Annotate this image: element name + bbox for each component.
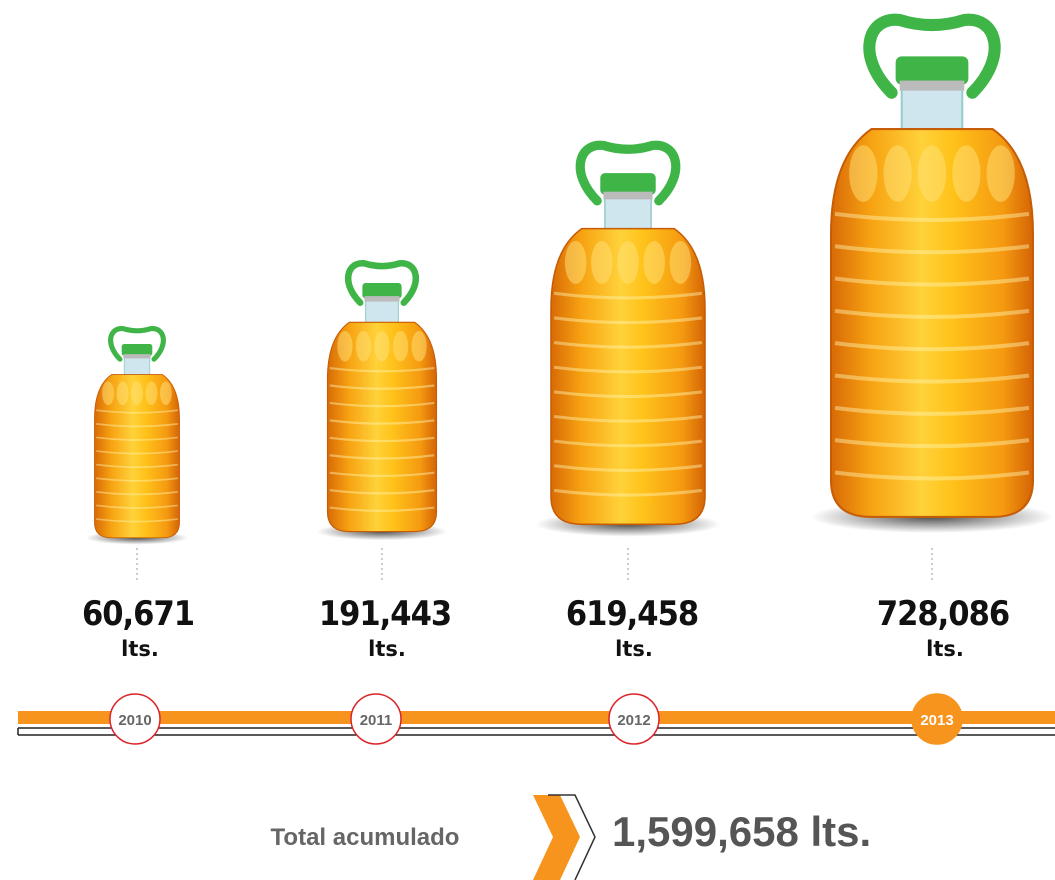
year: 2013	[920, 712, 953, 729]
bottle-lobe	[918, 145, 946, 202]
amount: 619,458	[566, 594, 698, 634]
bottle-lobe	[617, 241, 639, 284]
bottle-lobe	[160, 381, 172, 405]
timeline-band	[18, 711, 1055, 724]
bottle-lobe	[374, 331, 389, 362]
bottle-cap	[362, 283, 401, 298]
bottle-lobe	[102, 381, 114, 405]
unit: lts.	[926, 637, 964, 661]
bottle-lobe	[987, 145, 1015, 202]
bottle-cap	[122, 344, 153, 356]
bottle-ring	[603, 192, 652, 200]
bottle-ring	[123, 354, 150, 358]
bottle-lobe	[643, 241, 665, 284]
bottle-lobe	[411, 331, 426, 362]
unit: lts.	[368, 637, 406, 661]
bottle-cap	[896, 56, 969, 84]
bottle-cap	[600, 173, 655, 195]
year: 2010	[118, 712, 151, 729]
bottle	[811, 20, 1053, 533]
amount: 60,671	[82, 594, 194, 634]
bottle-ring	[900, 81, 965, 91]
bottle-lobe	[337, 331, 352, 362]
bottle-lobe	[393, 331, 408, 362]
bottle-lobe	[849, 145, 877, 202]
bottle-ring	[365, 296, 400, 301]
timeline	[18, 711, 1055, 735]
amount: 191,443	[319, 594, 451, 634]
bottle-lobe	[146, 381, 158, 405]
total-label: Total acumulado	[271, 824, 460, 851]
bottles	[86, 20, 1053, 545]
bottle-lobe	[670, 241, 692, 284]
bottle-lobe	[952, 145, 980, 202]
chevron	[533, 795, 580, 880]
bottle	[86, 329, 188, 545]
total-amount: 1,599,658 lts.	[612, 808, 871, 855]
bottle-lobe	[884, 145, 912, 202]
unit: lts.	[121, 637, 159, 661]
infographic: 60,671 lts. 2010 191,443 lts. 2011 619,458 lts.…	[0, 0, 1055, 880]
bottle-lobe	[131, 381, 143, 405]
unit: lts.	[615, 637, 653, 661]
bottle-lobe	[356, 331, 371, 362]
bottle	[317, 263, 448, 540]
amount: 728,086	[877, 594, 1009, 634]
year: 2012	[617, 712, 650, 729]
bottle-lobe	[117, 381, 129, 405]
bottle-lobe	[565, 241, 587, 284]
year: 2011	[360, 712, 393, 729]
bottle-lobe	[591, 241, 613, 284]
bottle	[536, 145, 721, 536]
